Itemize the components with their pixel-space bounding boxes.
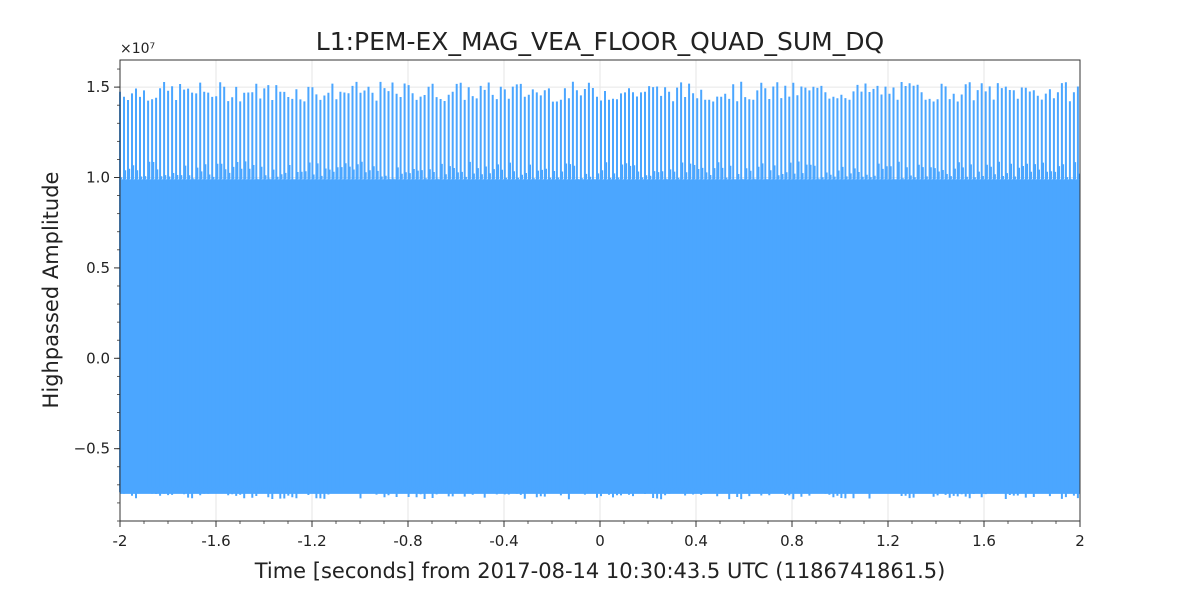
- signal-series: [119, 81, 1081, 500]
- x-tick-label: -0.4: [489, 532, 518, 550]
- y-tick-label: 1.0: [86, 169, 110, 187]
- y-multiplier: ×10⁷: [120, 41, 155, 57]
- y-tick-label: 1.5: [86, 78, 110, 96]
- x-tick-label: 2: [1075, 532, 1085, 550]
- chart-title: L1:PEM-EX_MAG_VEA_FLOOR_QUAD_SUM_DQ: [316, 27, 884, 56]
- x-axis: -2 -1.6 -1.2 -0.8 -0.4 0 0.4 0.8 1.2 1.6 2: [113, 521, 1085, 550]
- x-tick-label: -2: [113, 532, 128, 550]
- x-tick-label: 1.6: [972, 532, 996, 550]
- x-tick-label: 1.2: [876, 532, 900, 550]
- y-tick-label: −0.5: [74, 440, 110, 458]
- y-tick-label: 0.5: [86, 259, 110, 277]
- x-tick-label: -0.8: [393, 532, 422, 550]
- y-axis: −0.5 0.0 0.5 1.0 1.5: [74, 68, 120, 522]
- x-tick-label: 0: [595, 532, 605, 550]
- x-tick-label: -1.6: [201, 532, 230, 550]
- y-tick-label: 0.0: [86, 349, 110, 367]
- x-tick-label: -1.2: [297, 532, 326, 550]
- y-axis-label: Highpassed Amplitude: [39, 172, 63, 409]
- x-tick-label: 0.8: [780, 532, 804, 550]
- x-axis-label: Time [seconds] from 2017-08-14 10:30:43.…: [254, 559, 946, 583]
- x-tick-label: 0.4: [684, 532, 708, 550]
